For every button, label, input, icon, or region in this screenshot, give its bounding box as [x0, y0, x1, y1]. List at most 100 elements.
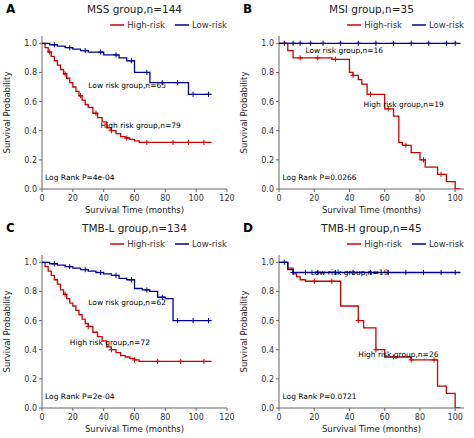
- x-tick-label: 20: [68, 413, 78, 422]
- panel-label: B: [243, 2, 252, 16]
- y-tick: [276, 189, 279, 190]
- x-tick-label: 80: [415, 413, 425, 422]
- x-tick-label: 20: [309, 413, 319, 422]
- y-tick-label: 0.2: [24, 156, 37, 165]
- x-tick-label: 60: [380, 413, 390, 422]
- censor-mark: [409, 41, 414, 46]
- y-tick-label: 0.2: [261, 375, 274, 384]
- annotation: High risk group,n=72: [70, 338, 150, 347]
- x-tick-label: 80: [160, 413, 170, 422]
- y-tick-label: 0.2: [261, 156, 274, 165]
- censor-mark: [129, 58, 134, 63]
- censor-mark: [308, 41, 313, 46]
- y-tick: [276, 159, 279, 160]
- censor-mark: [391, 41, 396, 46]
- censor-mark: [170, 140, 175, 145]
- censor-mark: [144, 70, 149, 75]
- survival-curve: [42, 43, 212, 142]
- y-tick: [276, 43, 279, 44]
- survival-curve: [279, 43, 460, 189]
- y-tick: [276, 320, 279, 321]
- y-tick-label: 1.0: [24, 39, 37, 48]
- legend-swatch: [347, 24, 361, 26]
- censor-mark: [47, 49, 52, 54]
- censor-mark: [315, 55, 320, 60]
- panel: CTMB-L group,n=134Low-riskHigh-risk02040…: [2, 221, 235, 434]
- survival-curve: [42, 43, 212, 94]
- x-tick-label: 40: [99, 413, 109, 422]
- y-tick: [39, 72, 42, 73]
- y-tick-label: 0.8: [24, 287, 37, 296]
- legend-swatch: [347, 243, 361, 245]
- censor-mark: [350, 73, 355, 78]
- y-tick-label: 0.2: [24, 375, 37, 384]
- legend-label: High-risk: [364, 239, 402, 249]
- legend-swatch: [175, 24, 189, 26]
- x-tick-label: 20: [68, 194, 78, 203]
- legend-label: High-risk: [127, 239, 165, 249]
- y-axis-label: Survival Probability: [239, 72, 249, 154]
- annotation: Log Rank P=0.0266: [283, 173, 357, 182]
- plot-area: [279, 260, 460, 408]
- censor-mark: [298, 55, 303, 60]
- x-tick-label: 20: [309, 194, 319, 203]
- legend-label: High-risk: [127, 20, 165, 30]
- x-axis-label: Survival Time (months): [322, 424, 421, 434]
- annotation: Low risk group,n=65: [88, 81, 166, 90]
- y-tick-label: 0.6: [261, 317, 274, 326]
- censor-mark: [190, 92, 195, 97]
- survival-curve: [279, 262, 460, 408]
- censor-mark: [282, 41, 287, 46]
- legend-swatch: [175, 243, 189, 245]
- survival-curve: [42, 262, 212, 320]
- y-tick: [276, 291, 279, 292]
- y-tick-label: 0.0: [261, 404, 274, 413]
- censor-mark: [282, 260, 287, 265]
- y-axis-line: [279, 36, 280, 189]
- panel-label: A: [6, 2, 16, 16]
- censor-mark: [67, 45, 72, 50]
- censor-mark: [129, 277, 134, 282]
- annotation: High risk group,n=79: [101, 121, 181, 130]
- censor-mark: [368, 92, 373, 97]
- censor-mark: [329, 279, 334, 284]
- panel-label: D: [243, 221, 253, 235]
- y-tick-label: 0.4: [261, 346, 274, 355]
- y-tick-label: 0.0: [24, 404, 37, 413]
- x-axis-line: [279, 408, 464, 409]
- censor-mark: [144, 287, 149, 292]
- x-tick-label: 40: [344, 413, 354, 422]
- censor-mark: [113, 52, 118, 57]
- censor-mark: [155, 359, 160, 364]
- censor-mark: [444, 41, 449, 46]
- x-tick: [196, 189, 197, 192]
- legend: Low-riskHigh-risk: [347, 20, 464, 30]
- censor-mark: [98, 270, 103, 275]
- x-axis-label: Survival Time (months): [322, 205, 421, 215]
- censor-mark: [356, 318, 361, 323]
- survival-curve: [279, 43, 460, 44]
- x-tick: [196, 408, 197, 411]
- y-tick: [276, 72, 279, 73]
- y-tick: [39, 189, 42, 190]
- x-tick: [103, 189, 104, 192]
- x-tick: [103, 408, 104, 411]
- censor-mark: [78, 93, 83, 98]
- censor-mark: [303, 270, 308, 275]
- y-tick-label: 0.6: [261, 98, 274, 107]
- x-tick-label: 100: [448, 194, 463, 203]
- plot-area: [279, 41, 460, 189]
- x-tick: [227, 189, 228, 192]
- censor-mark: [290, 270, 295, 275]
- x-tick: [134, 408, 135, 411]
- censor-mark: [178, 359, 183, 364]
- x-tick-label: 40: [99, 194, 109, 203]
- legend-label: Low-risk: [429, 239, 464, 249]
- legend-swatch: [110, 243, 124, 245]
- title: MSI group,n=35: [329, 3, 414, 15]
- x-tick-label: 0: [39, 194, 44, 203]
- censor-mark: [83, 48, 88, 53]
- censor-mark: [190, 318, 195, 323]
- censor-mark: [186, 140, 191, 145]
- y-tick-label: 0.4: [24, 127, 37, 136]
